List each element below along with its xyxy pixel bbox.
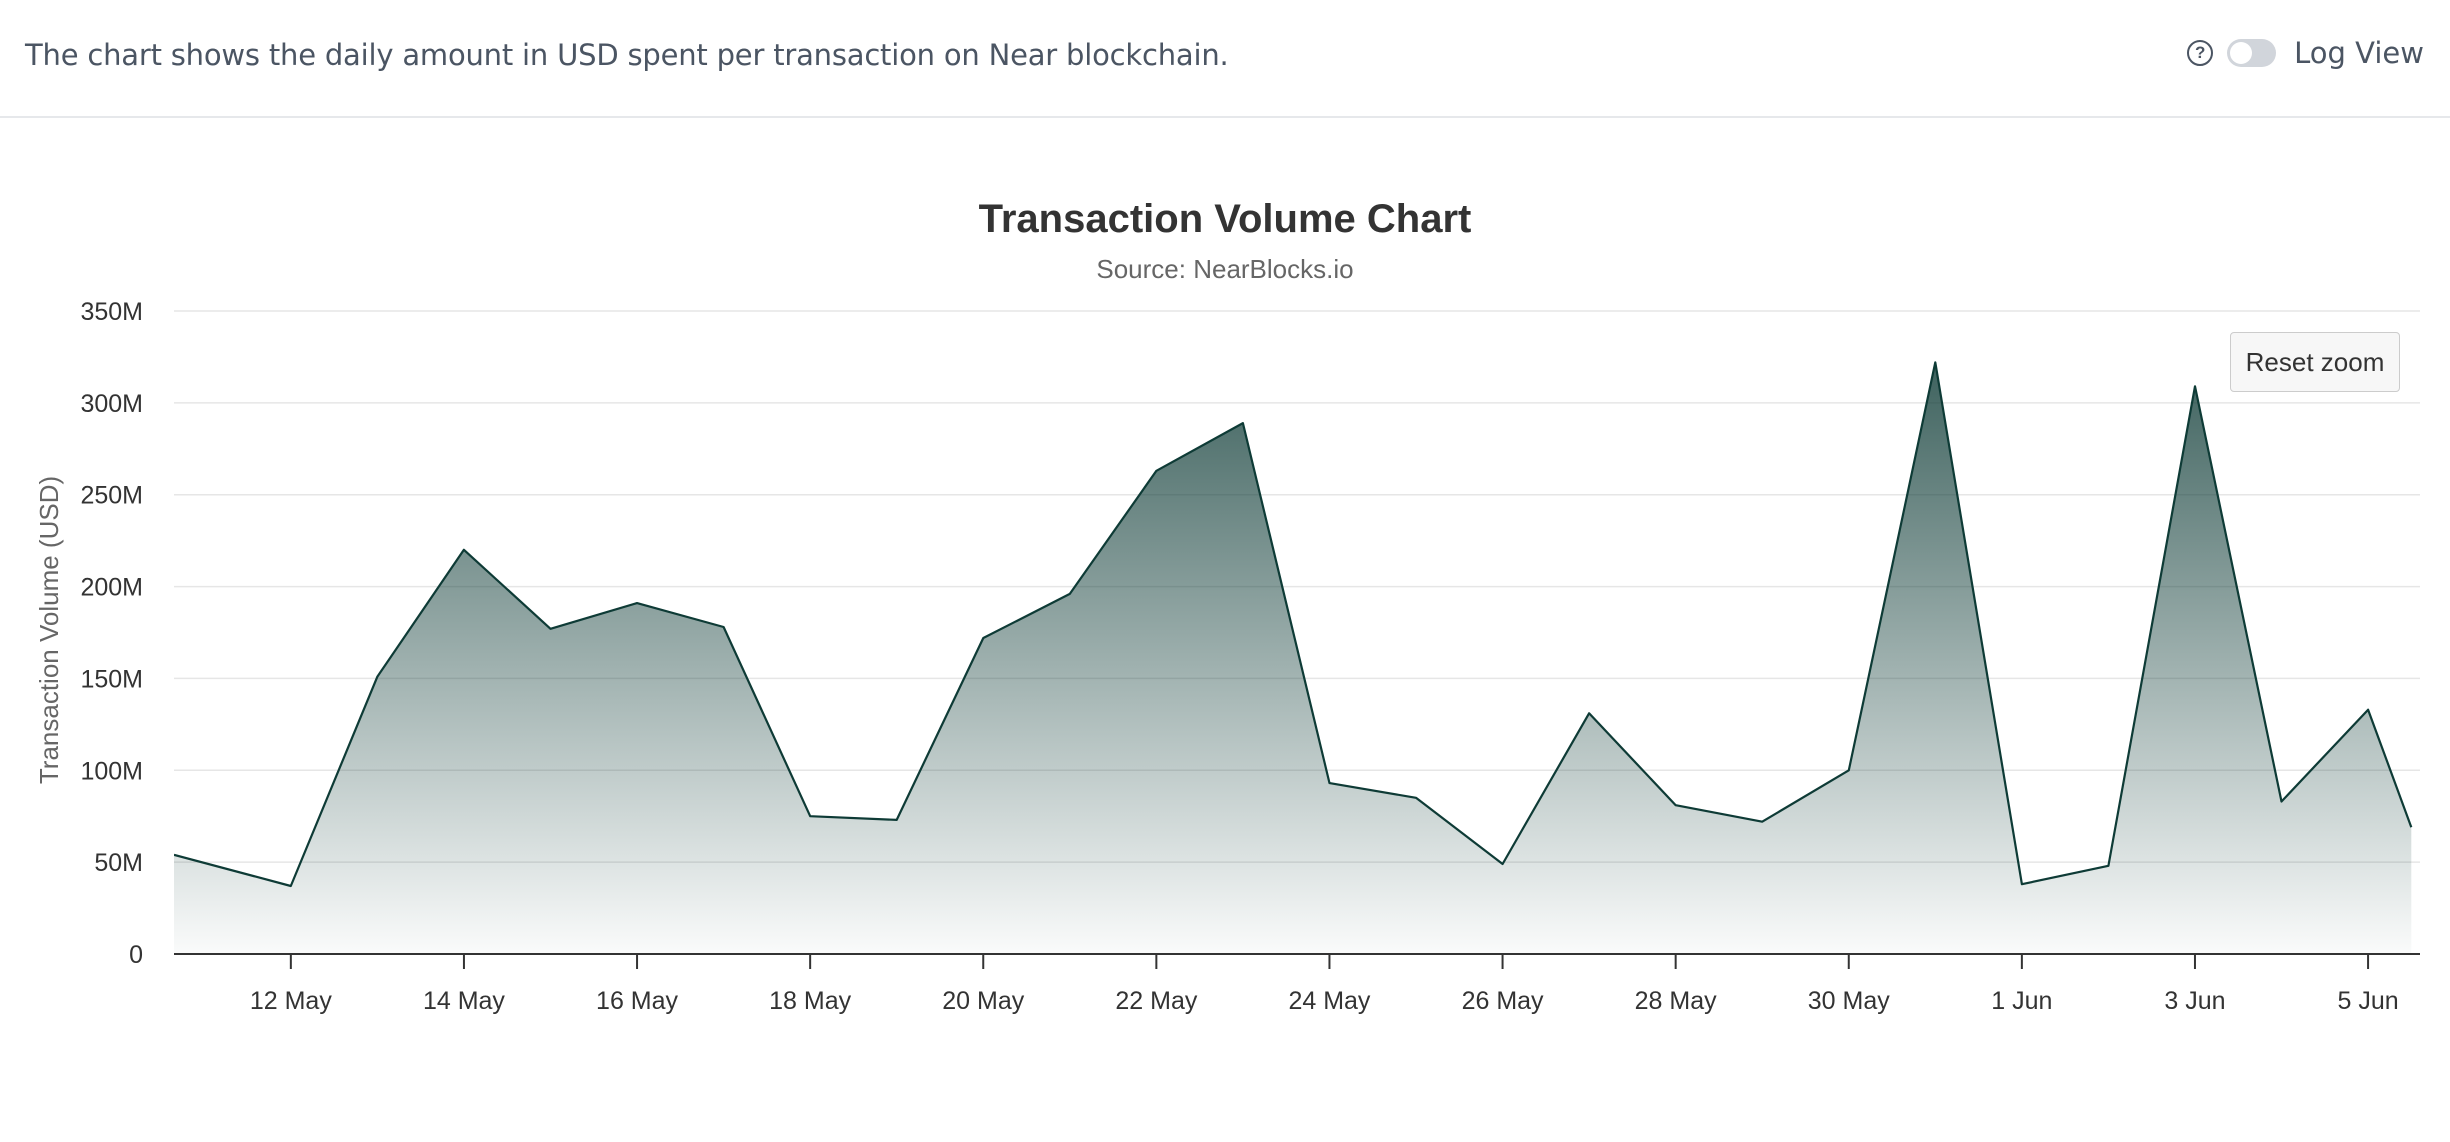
x-tick-label: 5 Jun (2337, 987, 2398, 1015)
log-view-toggle[interactable] (2227, 39, 2277, 67)
x-axis: 12 May 14 May 16 May 18 May 20 May 22 May 24 M… (174, 953, 2420, 1015)
chart-controls: ? Log View (2187, 36, 2424, 70)
series-area (174, 362, 2412, 954)
chart-subtitle: Source: NearBlocks.io (1096, 254, 1353, 284)
log-view-label: Log View (2294, 36, 2424, 70)
y-tick-label: 50M (94, 849, 143, 877)
series-line (174, 361, 2413, 888)
y-tick-label: 0 (129, 941, 143, 969)
y-axis: 0 50M 100M 150M 200M 250M 300M 350M (80, 298, 143, 969)
x-tick-label: 1 Jun (1991, 987, 2052, 1015)
transaction-volume-chart[interactable]: Transaction Volume Chart Source: NearBlo… (0, 118, 2450, 1142)
y-tick-label: 100M (80, 757, 143, 785)
x-tick-label: 20 May (942, 987, 1024, 1015)
x-tick-label: 26 May (1462, 987, 1544, 1015)
x-tick-label: 12 May (250, 987, 332, 1015)
y-tick-label: 350M (80, 298, 143, 326)
question-circle-icon[interactable]: ? (2187, 40, 2214, 66)
chart-description: The chart shows the daily amount in USD … (25, 38, 1229, 72)
chart-card-header: The chart shows the daily amount in USD … (0, 0, 2450, 118)
toggle-knob (2230, 42, 2253, 64)
chart-title: Transaction Volume Chart (979, 197, 1472, 241)
x-tick-label: 22 May (1115, 987, 1197, 1015)
x-tick-label: 14 May (423, 987, 505, 1015)
x-tick-label: 18 May (769, 987, 851, 1015)
y-tick-label: 250M (80, 482, 143, 510)
x-tick-label: 16 May (596, 987, 678, 1015)
plot-area (174, 361, 2413, 954)
x-tick-label: 30 May (1808, 987, 1890, 1015)
y-tick-label: 200M (80, 574, 143, 602)
x-tick-label: 28 May (1635, 987, 1717, 1015)
x-tick-label: 24 May (1288, 987, 1370, 1015)
y-tick-label: 150M (80, 665, 143, 693)
reset-zoom-button[interactable]: Reset zoom (2230, 332, 2400, 392)
y-tick-label: 300M (80, 390, 143, 418)
x-tick-label: 3 Jun (2164, 987, 2225, 1015)
y-axis-title: Transaction Volume (USD) (34, 476, 64, 784)
